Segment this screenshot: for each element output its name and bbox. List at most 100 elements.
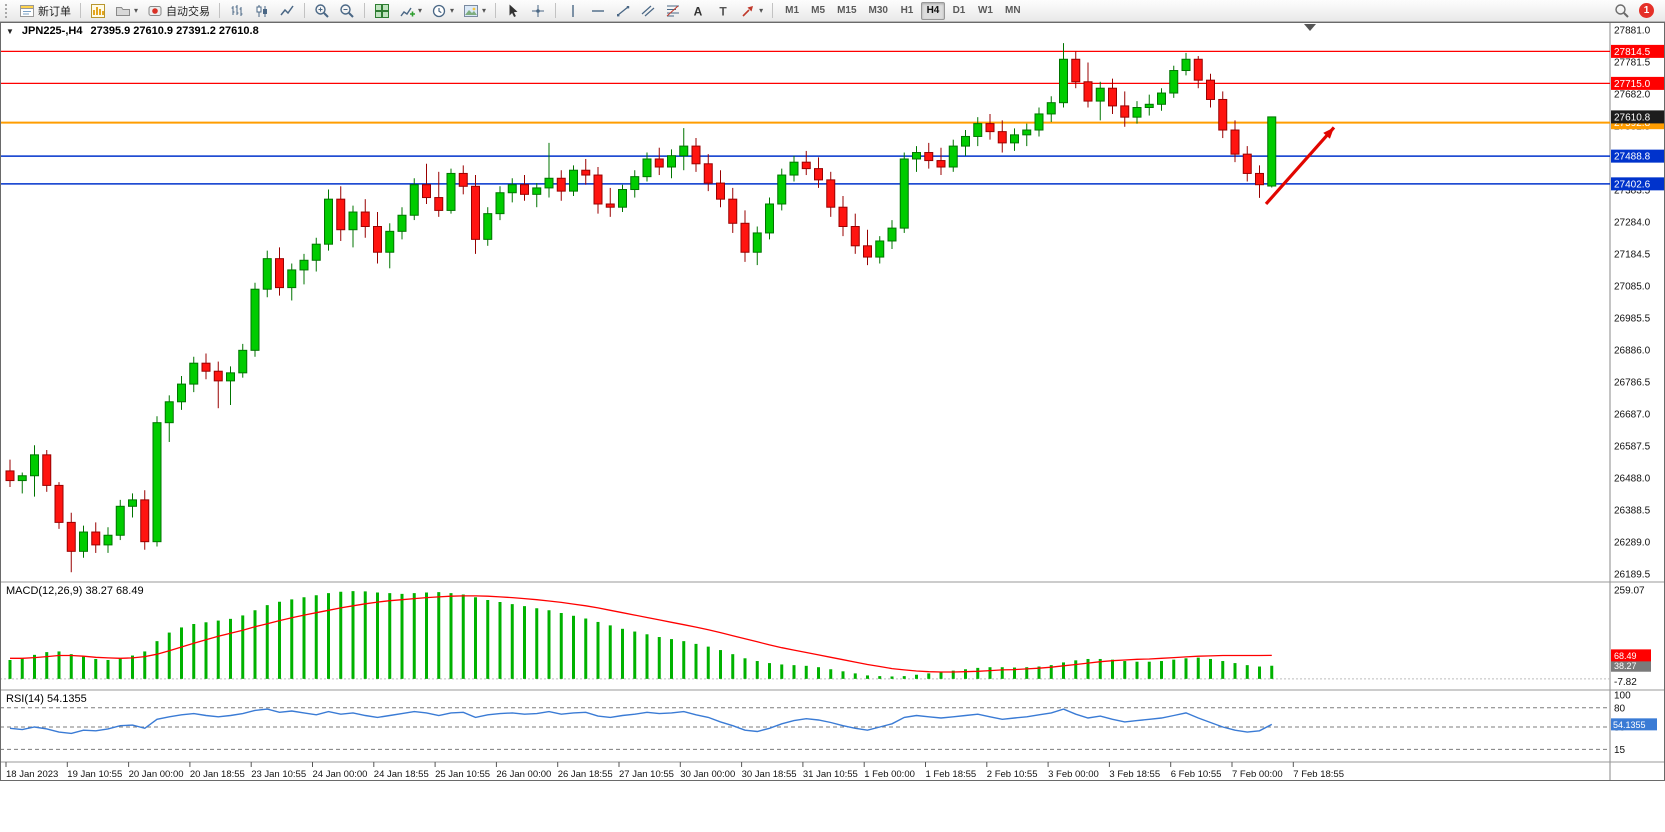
trendline-tool-button[interactable] [611,1,635,20]
horizontal-line-icon [590,3,606,19]
line-chart-icon [279,3,295,19]
profiles-button[interactable]: ▾ [111,1,142,20]
svg-text:18 Jan 2023: 18 Jan 2023 [6,769,58,780]
svg-text:3 Feb 00:00: 3 Feb 00:00 [1048,769,1099,780]
channel-tool-button[interactable] [636,1,660,20]
svg-text:19 Jan 10:55: 19 Jan 10:55 [67,769,122,780]
svg-text:27881.0: 27881.0 [1614,26,1651,37]
timeframe-mn-button[interactable]: MN [1000,2,1026,20]
svg-text:27383.5: 27383.5 [1614,186,1651,197]
time-scale[interactable] [0,762,1610,782]
cursor-icon [505,3,521,19]
rsi-panel-divider[interactable] [0,688,1610,692]
svg-text:26 Jan 00:00: 26 Jan 00:00 [496,769,551,780]
macd-panel-divider[interactable] [0,580,1610,584]
timeframe-m30-button[interactable]: M30 [864,2,893,20]
cursor-tool-button[interactable] [501,1,525,20]
profiles-caret-icon: ▾ [134,5,139,15]
svg-text:30 Jan 18:55: 30 Jan 18:55 [742,769,797,780]
svg-text:15: 15 [1614,745,1626,756]
search-button[interactable] [1610,1,1634,20]
channel-icon [640,3,656,19]
svg-text:30 Jan 00:00: 30 Jan 00:00 [680,769,735,780]
timeframe-h4-button[interactable]: H4 [920,1,945,20]
timeframe-group: M1 M5 M15 M30 H1 H4 D1 W1 MN [780,1,1026,20]
bar-chart-button[interactable] [225,1,249,20]
chart-ohlc-values: 27395.9 27610.9 27391.2 27610.8 [90,25,259,37]
toolbar-separator [772,3,774,18]
svg-text:26786.5: 26786.5 [1614,378,1651,389]
svg-text:27682.0: 27682.0 [1614,90,1651,101]
timeframe-w1-button[interactable]: W1 [973,2,998,20]
svg-text:26985.5: 26985.5 [1614,314,1651,325]
new-order-button[interactable]: 新订单 [15,1,75,20]
svg-text:23 Jan 10:55: 23 Jan 10:55 [251,769,306,780]
zoom-out-icon [339,3,355,19]
arrows-tool-button[interactable]: ▾ [736,1,767,20]
macd-indicator-label: MACD(12,26,9) 38.27 68.49 [6,585,144,597]
line-chart-button[interactable] [275,1,299,20]
timeframe-m5-button[interactable]: M5 [806,2,830,20]
fibonacci-tool-button[interactable] [661,1,685,20]
text-tool-button[interactable]: A [686,1,710,20]
zoom-in-button[interactable] [310,1,334,20]
svg-text:27592.8: 27592.8 [1614,118,1651,129]
crosshair-tool-button[interactable] [526,1,550,20]
vertical-line-tool-button[interactable] [561,1,585,20]
new-chart-icon [90,3,106,19]
svg-text:7 Feb 18:55: 7 Feb 18:55 [1293,769,1344,780]
svg-text:26388.5: 26388.5 [1614,506,1651,517]
svg-text:20 Jan 18:55: 20 Jan 18:55 [190,769,245,780]
svg-text:68.49: 68.49 [1614,651,1637,661]
candlestick-chart-button[interactable] [250,1,274,20]
svg-text:80: 80 [1614,703,1626,714]
zoom-out-button[interactable] [335,1,359,20]
new-order-label: 新订单 [38,5,71,18]
timeframe-h1-button[interactable]: H1 [895,2,919,20]
one-click-panel-arrow[interactable]: ▼ [6,26,14,36]
candlestick-icon [254,3,270,19]
notification-badge[interactable]: 1 [1639,3,1654,18]
toolbar-separator [304,3,306,18]
auto-trading-button[interactable]: 自动交易 [143,1,214,20]
toolbar-grip[interactable] [5,3,10,18]
vertical-line-icon [565,3,581,19]
timeframe-d1-button[interactable]: D1 [947,2,971,20]
svg-text:38.27: 38.27 [1614,661,1637,671]
search-icon [1614,3,1630,19]
svg-text:26886.0: 26886.0 [1614,346,1651,357]
toolbar-separator [80,3,81,18]
svg-text:27402.6: 27402.6 [1614,179,1651,190]
timeframe-m15-button[interactable]: M15 [832,2,861,20]
periods-button[interactable]: ▾ [427,1,458,20]
svg-text:7 Feb 00:00: 7 Feb 00:00 [1232,769,1283,780]
tile-windows-button[interactable] [370,1,394,20]
toolbar: 新订单 ▾ 自动交易 ▾ ▾ ▾ [0,0,1665,22]
svg-text:26587.5: 26587.5 [1614,442,1651,453]
price-scale[interactable] [1610,22,1665,762]
template-image-icon [463,3,479,19]
trendline-icon [615,3,631,19]
chart-canvas[interactable]: 27881.027781.527682.027582.527483.027383… [0,22,1665,832]
toolbar-separator [495,3,497,18]
toolbar-separator [555,3,557,18]
chart-symbol-period: JPN225-,H4 [21,25,83,37]
arrows-caret-icon: ▾ [759,5,764,15]
horizontal-line-tool-button[interactable] [586,1,610,20]
rsi-indicator-label: RSI(14) 54.1355 [6,693,87,705]
auto-trading-icon [147,3,163,19]
arrow-tool-icon [740,3,756,19]
ohlc-bars-icon [229,3,245,19]
new-chart-button[interactable] [86,1,110,20]
label-icon: T [715,3,731,19]
indicators-button[interactable]: ▾ [395,1,426,20]
templates-button[interactable]: ▾ [459,1,490,20]
tile-windows-icon [374,3,390,19]
fibonacci-icon [665,3,681,19]
label-tool-button[interactable]: T [711,1,735,20]
svg-text:27085.0: 27085.0 [1614,282,1651,293]
timeframe-m1-button[interactable]: M1 [780,2,804,20]
new-order-icon [19,3,35,19]
crosshair-icon [530,3,546,19]
svg-text:3 Feb 18:55: 3 Feb 18:55 [1109,769,1160,780]
